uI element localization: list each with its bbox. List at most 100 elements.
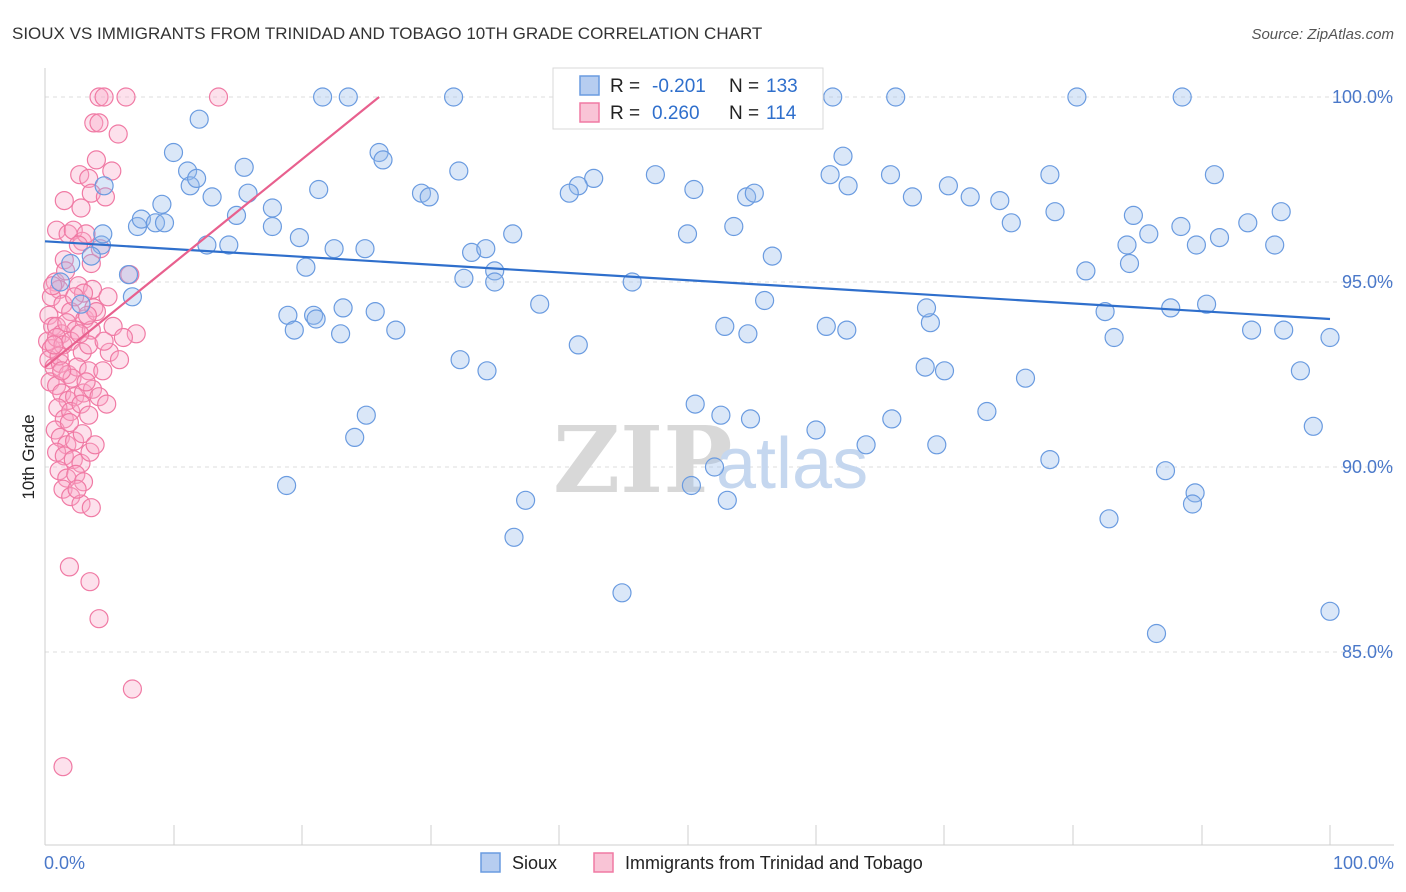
sioux-point [444,87,464,107]
sioux-point [189,109,209,129]
sioux-point [71,294,91,314]
trinidad-point [79,405,99,425]
sioux-point [331,324,351,344]
sioux-point [419,187,439,207]
trinidad-point [89,113,109,133]
sioux-point [934,361,955,381]
sioux-point [738,324,758,344]
trinidad-point [67,479,87,499]
sioux-point [94,176,114,196]
trinidad-point [76,372,96,392]
sioux-point [515,490,536,510]
sioux-point [345,427,365,447]
trinidad-point [53,757,73,777]
trinidad-point [46,220,67,240]
trinidad-point [84,298,104,318]
sioux-point [238,183,258,203]
sioux-point [1117,235,1137,255]
sioux-point [1238,213,1258,233]
sioux-point [1182,494,1203,514]
sioux-point [856,435,876,455]
x-tick-label-min: 0.0% [44,853,85,873]
sioux-point [284,320,304,340]
sioux-point [306,309,326,329]
sioux-point [816,316,836,336]
sioux-point [960,187,980,207]
sioux-point [81,246,101,266]
sioux-point [920,313,941,333]
sioux-point [902,187,923,207]
sioux-point [711,405,731,425]
sioux-point [833,146,853,166]
sioux-point [1119,253,1140,274]
trinidad-point [71,494,91,514]
sioux-point [476,239,496,259]
sioux-point [226,205,247,225]
sioux-point [754,290,775,311]
source-label: Source: ZipAtlas.com [1251,26,1394,43]
sioux-point [684,179,704,200]
trinidad-point [93,361,113,381]
trinidad-point [59,413,80,433]
watermark: ZIP atlas [553,406,868,514]
sioux-point [1146,623,1167,644]
sioux-point [1099,509,1119,529]
sioux-point [1320,601,1340,621]
sioux-point [1040,165,1060,185]
trinidad-point [53,479,73,499]
bottom-legend-swatch-trinidad [593,852,614,873]
sioux-point [163,142,184,163]
sioux-point [530,294,550,314]
sioux-point [927,435,947,455]
sioux-point [219,235,239,255]
trinidad-point [99,342,119,362]
trinidad-point [71,394,91,414]
sioux-point [365,302,385,322]
sioux-point [386,320,406,340]
sioux-point [1001,213,1021,233]
trinidad-point [79,361,99,381]
trinidad-point [82,379,103,399]
watermark-zip: ZIP [553,406,732,514]
trinidad-point [116,87,136,107]
sioux-point [313,87,333,107]
sioux-point [503,224,523,244]
trinidad-point [98,287,118,307]
legend-swatch-sioux [579,75,600,96]
sioux-point [477,361,497,381]
trinidad-point [113,327,134,348]
y-tick-label: 85.0% [1342,642,1393,662]
sioux-point [886,87,906,107]
series-trinidad-tobago [37,87,229,777]
gridlines [45,96,1394,653]
sioux-point [559,183,579,203]
y-tick-label: 95.0% [1342,272,1393,292]
sioux-point [704,457,725,477]
sioux-point [187,168,207,188]
trinidad-point [61,487,81,507]
sioux-point [1015,368,1036,388]
sioux-point [1139,224,1159,244]
trinidad-point [89,87,109,107]
trinidad-point [72,424,92,444]
sioux-point [1196,294,1217,314]
sioux-point [277,475,297,496]
trinidad-trendline [44,96,380,368]
trinidad-point [70,324,90,344]
sioux-point [1171,216,1191,237]
sioux-point [1271,202,1291,222]
sioux-point [355,239,375,259]
sioux-point [234,157,254,177]
sioux-point [1123,205,1144,225]
legend-r-value-trinidad: 0.260 [652,103,700,124]
sioux-point [449,161,469,181]
sioux-point [202,187,222,207]
sioux-point [1209,228,1230,248]
sioux-point [373,150,393,170]
sioux-point [504,527,524,547]
sioux-point [1067,87,1087,107]
bottom-legend-swatch-sioux [480,852,501,873]
sioux-point [880,165,901,185]
trinidad-point [39,305,59,325]
